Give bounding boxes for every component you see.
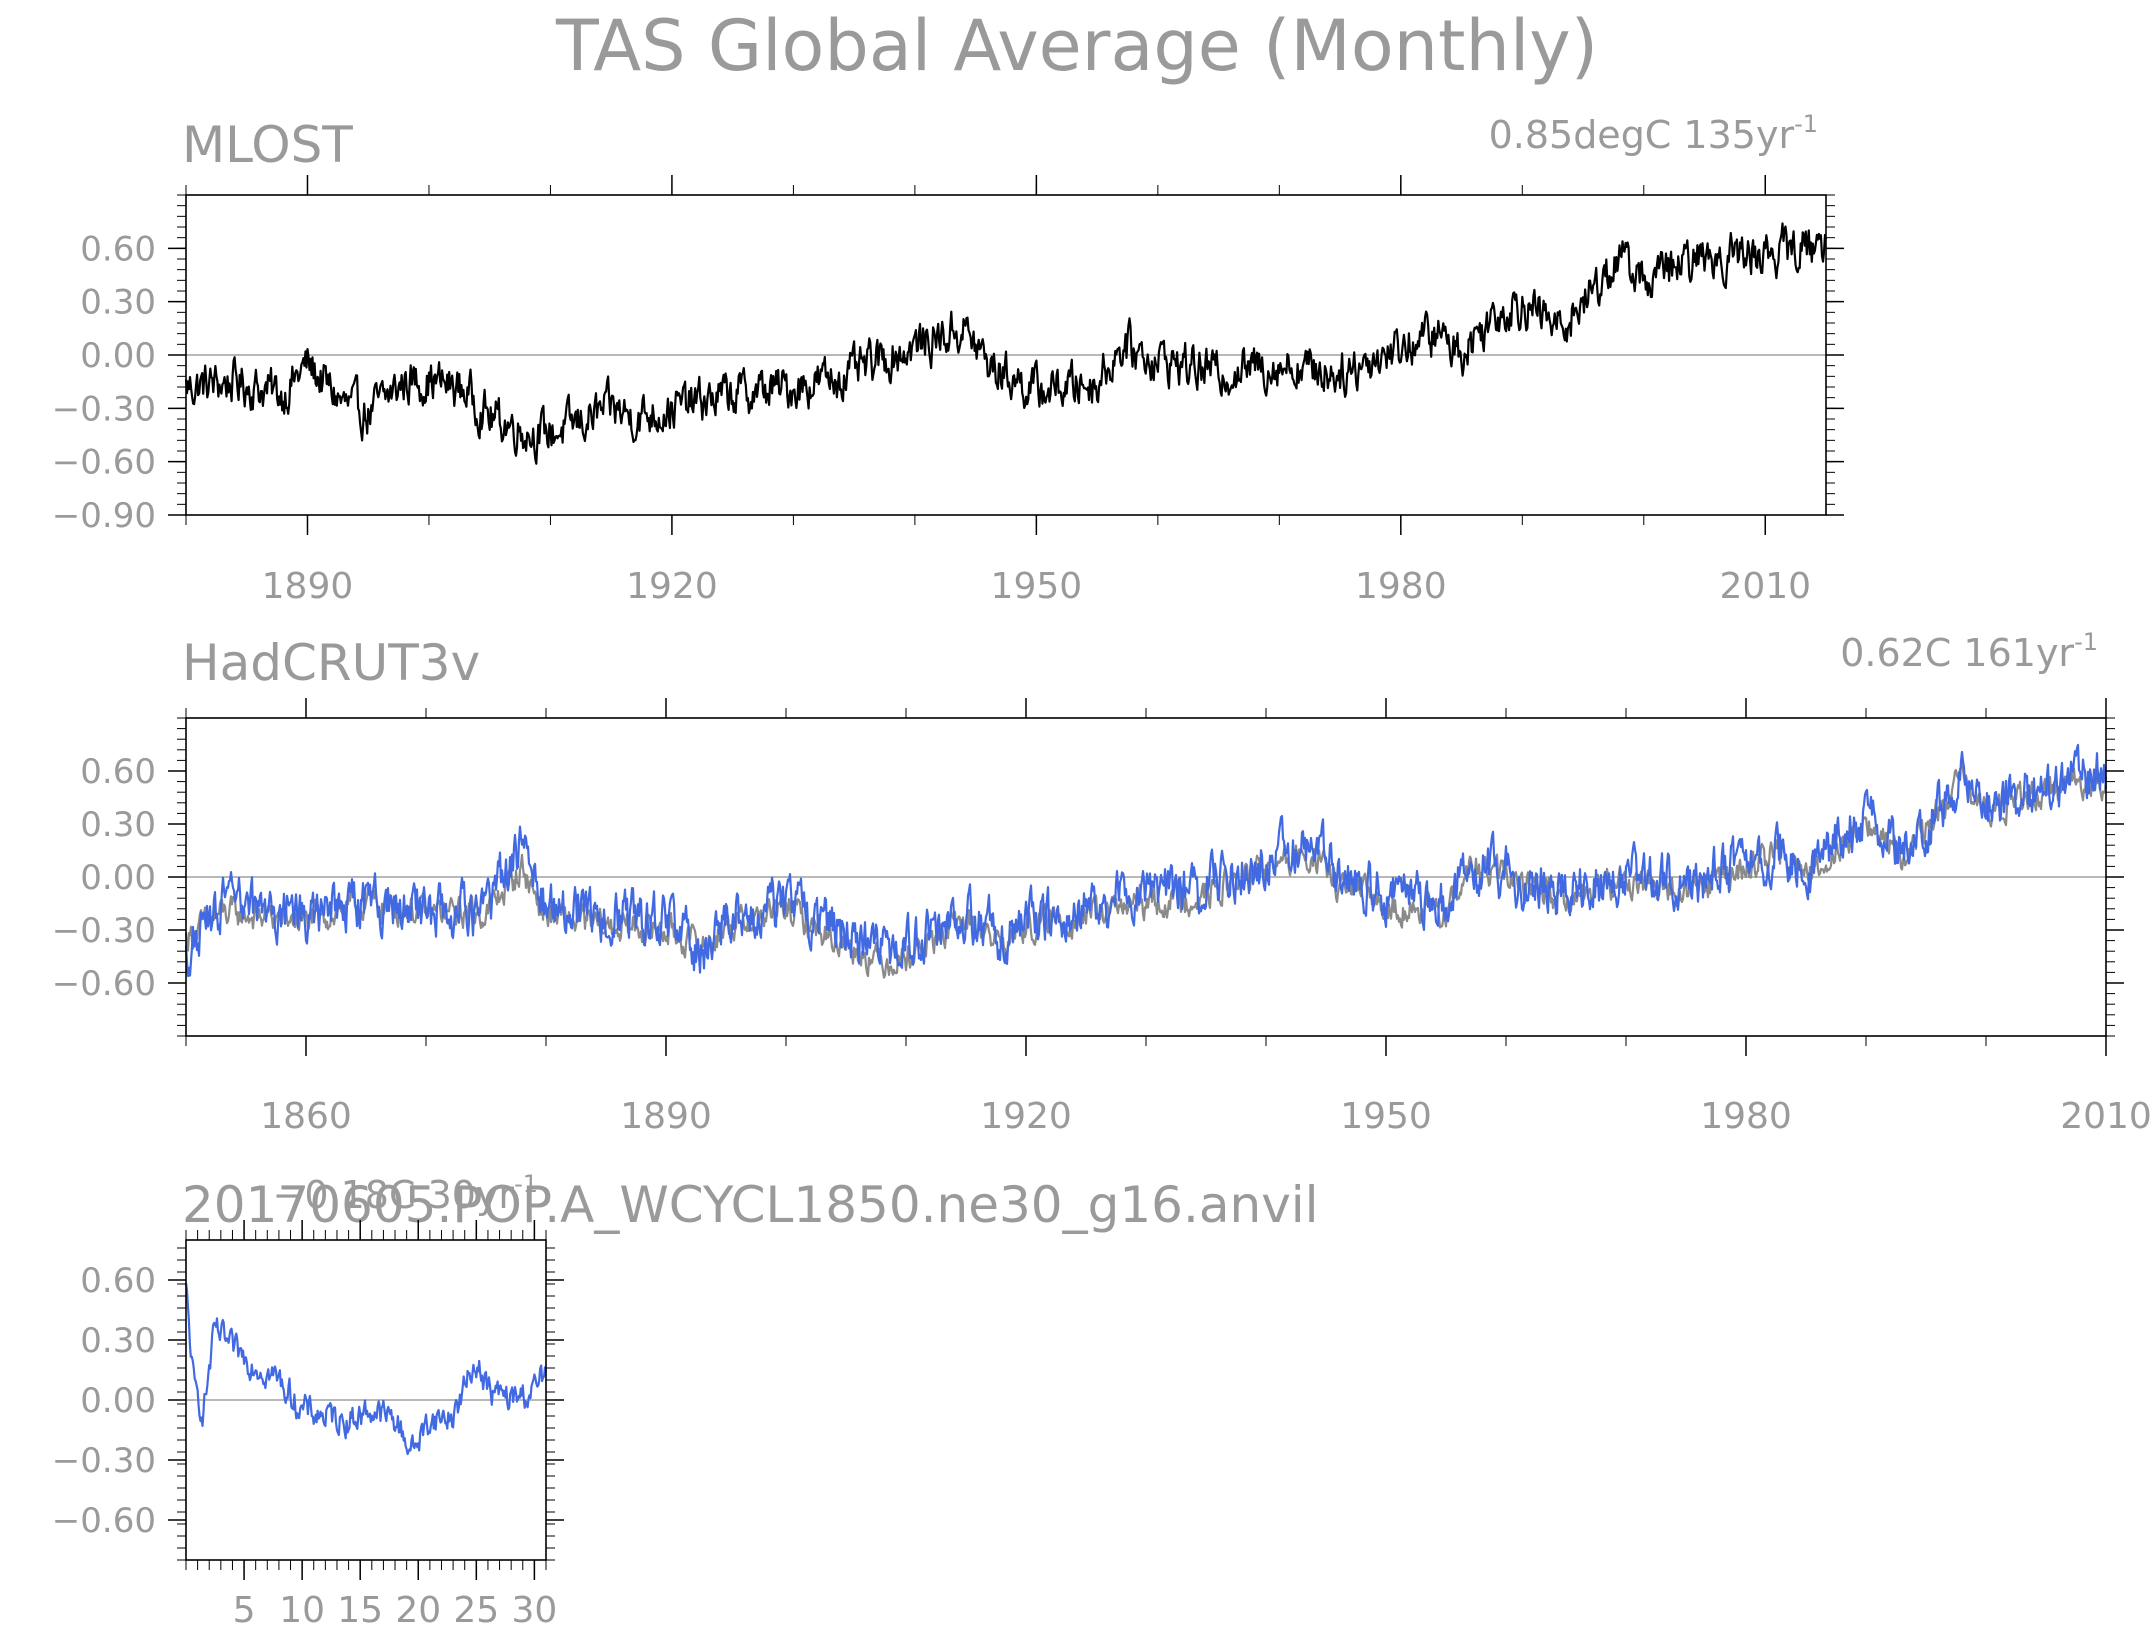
y-tick-label: −0.60 [52,964,156,1004]
series-line [184,1282,548,1456]
panel-model: 20170605.POP.A_WCYCL1850.ne30_g16.anvil−… [52,1170,1319,1630]
series-line [184,743,2108,978]
panel-title: HadCRUT3v [182,634,480,692]
y-tick-label: 0.30 [80,1321,156,1361]
x-tick-label: 1980 [1355,566,1447,607]
trend-text: 0.62C 161yr [1840,631,2074,675]
trend-label: 0.85degC 135yr-1 [1489,110,1818,157]
x-tick-label: 20 [395,1590,441,1630]
x-tick-label: 25 [453,1590,499,1630]
trend-text: −0.18C 30yr [273,1173,515,1217]
y-tick-label: −0.90 [52,496,156,536]
panel-hadcrut: HadCRUT3v 0.62C 161yr-1 0.60 0.30 0.00 −0.30 −… [52,628,2152,1137]
x-tick-label: 2010 [2060,1096,2152,1137]
y-tick-label: 0.00 [80,858,156,898]
y-tick-label: 0.00 [80,336,156,376]
x-tick-label: 15 [337,1590,383,1630]
panel-mlost: MLOST 0.85degC 135yr-1 0.60 0.30 0.00 −0.30 −0… [52,110,1844,607]
x-tick-label: 1950 [1340,1096,1432,1137]
trend-text: 0.85degC 135yr [1489,113,1795,157]
y-tick-label: −0.60 [52,443,156,483]
x-tick-label: 1980 [1700,1096,1792,1137]
trend-label: 0.62C 161yr-1 [1840,628,2098,675]
trend-label: −0.18C 30yr-1 [273,1170,538,1217]
x-tick-label: 1950 [991,566,1083,607]
trend-exponent: -1 [2074,628,2098,656]
trend-exponent: -1 [1794,110,1818,138]
y-tick-label: −0.30 [52,1441,156,1481]
x-tick-label: 1890 [620,1096,712,1137]
y-tick-label: 0.60 [80,752,156,792]
x-tick-label: 1920 [626,566,718,607]
x-tick-label: 2010 [1719,566,1811,607]
y-tick-label: 0.00 [80,1381,156,1421]
y-tick-label: 0.60 [80,229,156,269]
panel-title: MLOST [182,116,353,174]
y-tick-label: 0.30 [80,805,156,845]
x-tick-label: 30 [511,1590,557,1630]
panels: MLOST 0.85degC 135yr-10.600.300.00−0.30−0… [52,110,2152,1630]
y-tick-label: −0.30 [52,389,156,429]
y-tick-label: 0.30 [80,283,156,323]
y-tick-label: −0.30 [52,911,156,951]
x-tick-label: 1920 [980,1096,1072,1137]
trend-exponent: -1 [514,1170,538,1198]
series-line [184,761,2108,979]
x-tick-label: 5 [233,1590,256,1630]
y-tick-label: 0.60 [80,1261,156,1301]
series-line [184,222,1828,465]
panel-title: 20170605.POP.A_WCYCL1850.ne30_g16.anvil [182,1176,1319,1234]
x-tick-label: 1860 [260,1096,352,1137]
x-tick-label: 1890 [262,566,354,607]
y-tick-label: −0.60 [52,1501,156,1541]
x-tick-label: 10 [279,1590,325,1630]
figure-title: TAS Global Average (Monthly) [555,5,1598,87]
